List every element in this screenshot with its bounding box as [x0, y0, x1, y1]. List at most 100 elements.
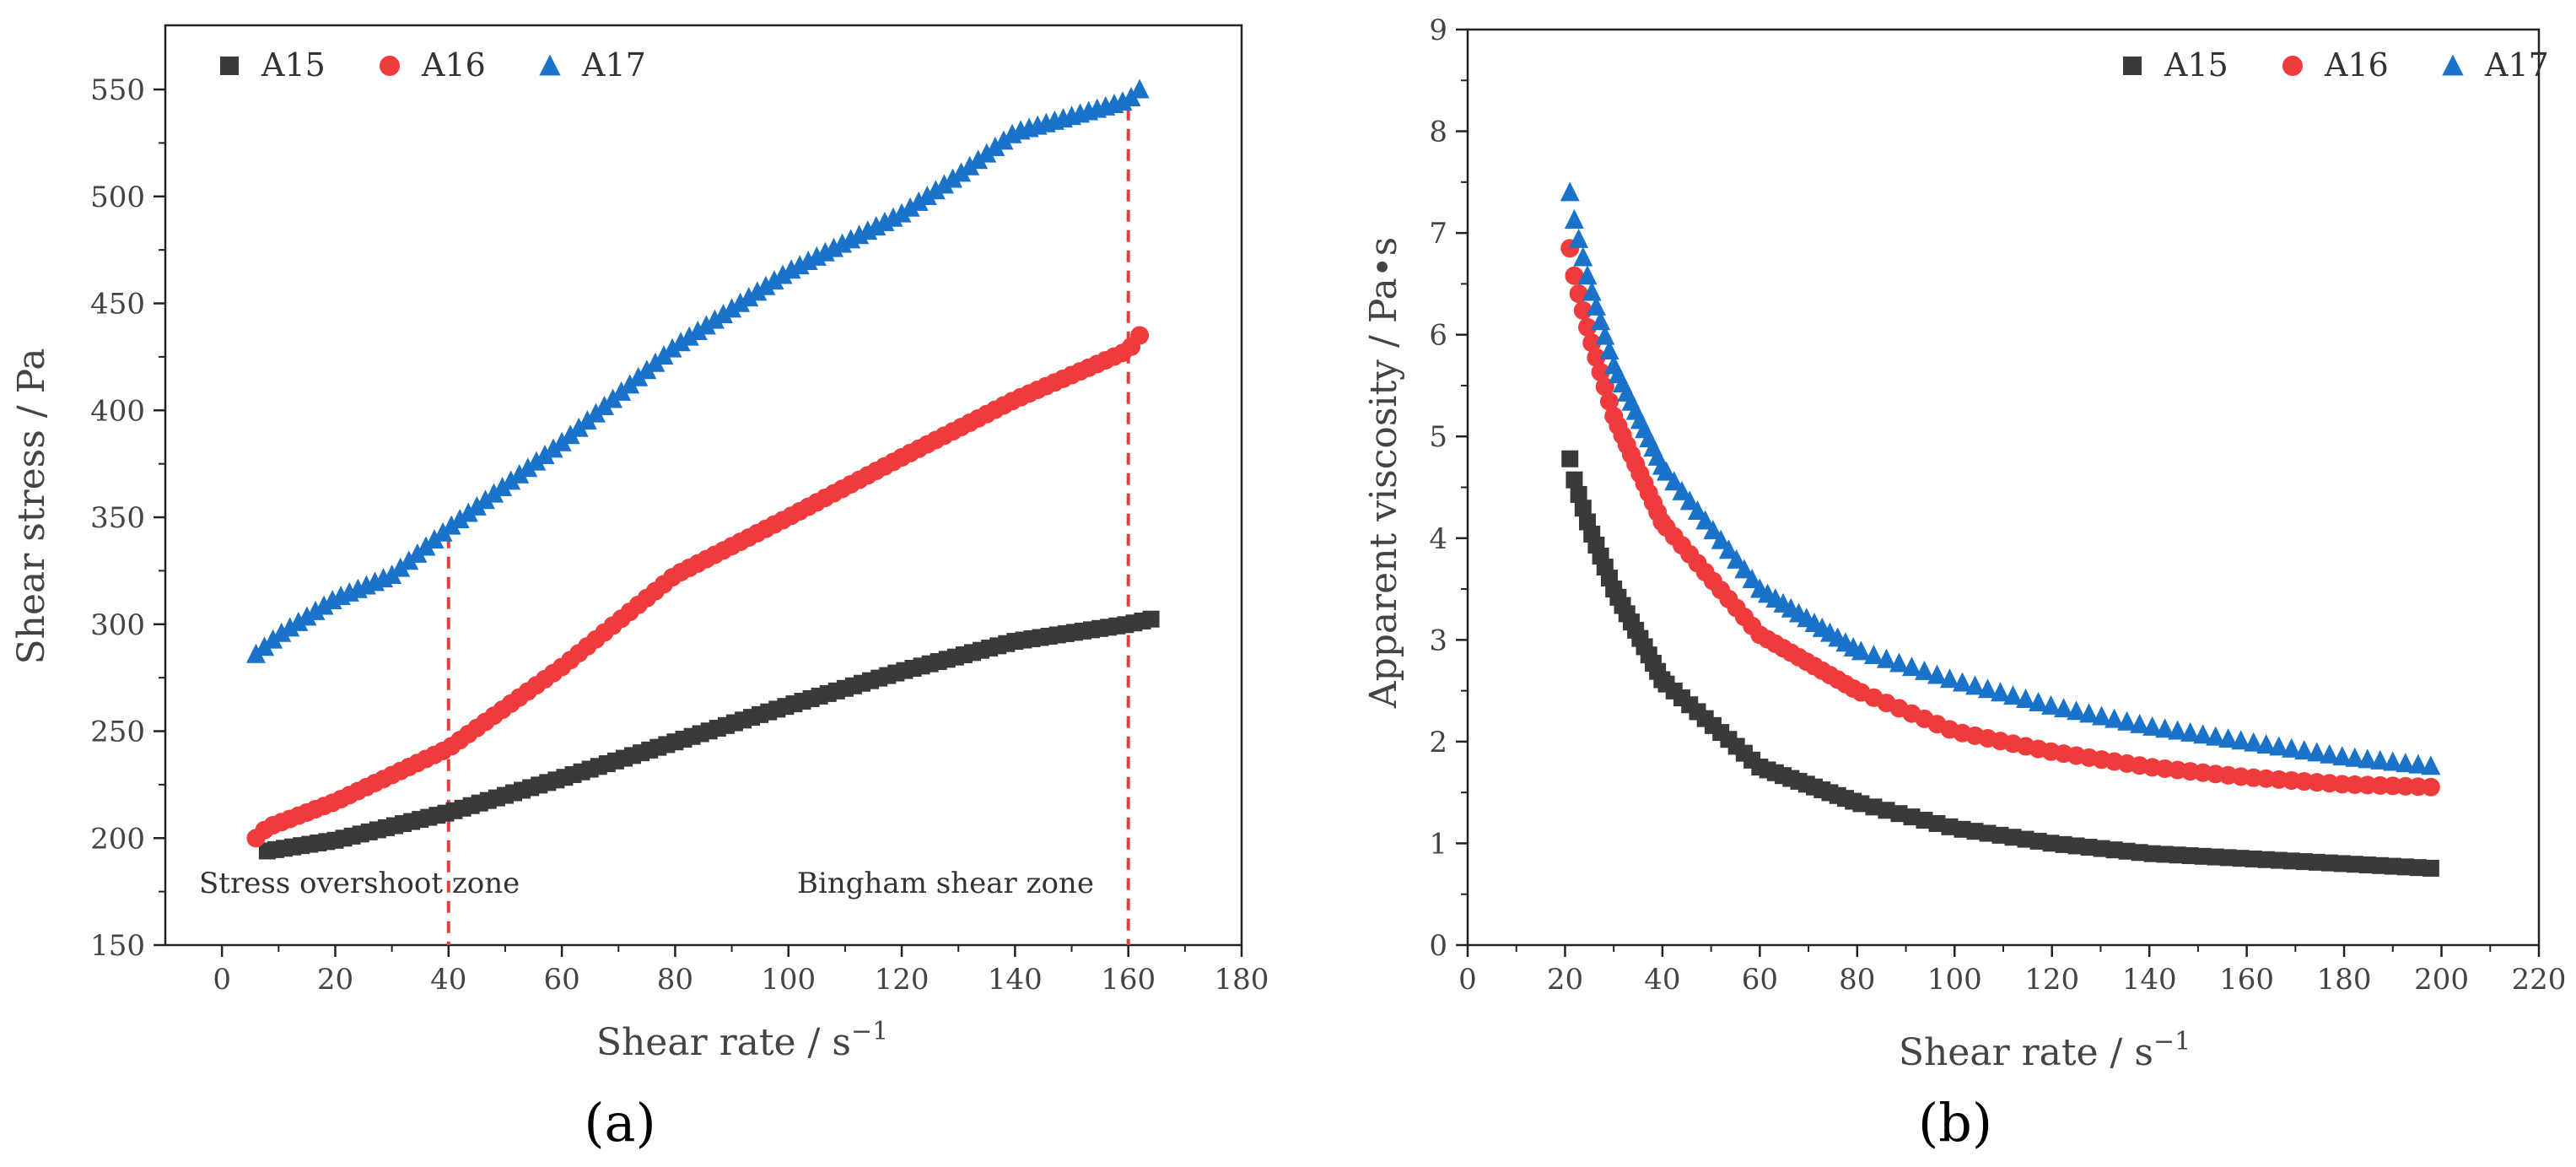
chart-b-legend-marker-A17 — [2442, 54, 2464, 76]
chart-b-point-A15 — [2080, 839, 2098, 856]
chart-b-point-A15 — [2219, 849, 2237, 867]
chart-b-point-A17 — [2016, 689, 2036, 709]
chart-b-point-A15 — [1966, 823, 1984, 840]
chart-b-point-A17 — [2079, 703, 2099, 723]
chart-b-point-A17 — [2218, 727, 2239, 748]
chart-a-xtick-label: 140 — [988, 963, 1043, 997]
chart-a-point-A17 — [603, 388, 623, 408]
chart-b-point-A15 — [1878, 802, 1895, 819]
chart-b-point-A15 — [2308, 853, 2325, 871]
chart-a-point-A17 — [280, 617, 300, 637]
chart-b-point-A15 — [2067, 837, 2085, 855]
chart-b-point-A17 — [1711, 529, 1731, 549]
chart-b: 0 20 40 60 80 100 120 140 160 180 200 220 0 1 2 3 4 5 6 7 8 9… — [1429, 14, 2566, 997]
chart-a-point-A17 — [382, 564, 402, 584]
chart-a-ytick-label: 450 — [90, 288, 145, 321]
chart-a-series-A15 — [258, 610, 1160, 860]
chart-a-point-A17 — [272, 622, 292, 642]
chart-b-point-A15 — [2270, 851, 2288, 869]
chart-b-point-A15 — [1979, 824, 1997, 842]
chart-a-point-A17 — [628, 366, 649, 386]
chart-b-point-A17 — [2092, 705, 2112, 726]
chart-b-point-A17 — [2104, 708, 2125, 728]
chart-b-point-A17 — [1718, 539, 1738, 559]
chart-a-xtick-label: 80 — [657, 963, 693, 997]
chart-a-point-A17 — [518, 457, 538, 478]
chart-b-point-A17 — [2193, 724, 2213, 744]
chart-b-point-A17 — [1978, 678, 1998, 699]
chart-a-point-A17 — [255, 636, 275, 656]
chart-a-point-A17 — [501, 470, 521, 490]
chart-a-point-A17 — [730, 292, 751, 312]
chart-a-series-A17 — [245, 78, 1150, 663]
chart-b-point-A17 — [2408, 754, 2428, 774]
chart-a-ytick-label: 200 — [90, 822, 145, 856]
chart-b-point-A17 — [2370, 749, 2390, 770]
chart-a-point-A17 — [900, 197, 920, 217]
chart-a-point-A17 — [314, 595, 334, 615]
chart-b-point-A15 — [2156, 846, 2174, 863]
chart-b-point-A17 — [2307, 742, 2327, 762]
chart-a-point-A17 — [925, 180, 946, 200]
chart-b-ytick-label: 8 — [1429, 116, 1447, 149]
chart-a-caption: (a) — [584, 1092, 655, 1153]
chart-a-ytick-label: 350 — [90, 501, 145, 535]
chart-b-point-A17 — [1991, 682, 2011, 702]
chart-b-xtick-label: 80 — [1839, 963, 1875, 997]
chart-b-point-A17 — [2345, 747, 2365, 767]
chart-b-point-A17 — [2130, 713, 2150, 733]
chart-a-legend-marker-A17 — [539, 54, 561, 76]
chart-a-point-A17 — [543, 438, 563, 458]
chart-b-point-A16 — [1587, 348, 1606, 367]
chart-a-point-A17 — [645, 352, 666, 372]
chart-b-point-A17 — [1889, 652, 1909, 673]
chart-a-xlabel-sup: −1 — [851, 1017, 888, 1046]
chart-b-point-A17 — [1742, 568, 1762, 588]
chart-a-xtick-label: 120 — [875, 963, 930, 997]
chart-a-point-A17 — [985, 136, 1005, 156]
chart-b-point-A15 — [2422, 859, 2439, 877]
chart-a-point-A17 — [917, 186, 937, 206]
chart-b-ytick-label: 1 — [1429, 827, 1447, 861]
chart-a-point-A17 — [407, 543, 428, 563]
chart-b-point-A17 — [2244, 732, 2264, 752]
chart-a-annotation-right: Bingham shear zone — [797, 867, 1094, 900]
chart-b-point-A17 — [2155, 718, 2175, 738]
chart-a-point-A17 — [671, 332, 691, 352]
chart-b-point-A17 — [1953, 672, 1973, 692]
chart-a-point-A17 — [994, 130, 1014, 150]
chart-b-point-A15 — [2232, 850, 2250, 867]
chart-b-point-A15 — [2042, 835, 2060, 852]
chart-b-legend-marker-A15 — [2123, 57, 2142, 75]
chart-a-point-A17 — [934, 174, 954, 194]
chart-b-point-A15 — [1852, 795, 1870, 813]
chart-b-xtick-label: 60 — [1742, 963, 1778, 997]
chart-a-point-A17 — [662, 338, 682, 358]
chart-a-point-A17 — [450, 509, 470, 529]
chart-b-point-A15 — [1903, 808, 1921, 826]
chart-b-point-A17 — [2421, 755, 2441, 775]
chart-a-point-A17 — [560, 424, 580, 445]
chart-b-point-A15 — [2143, 845, 2161, 862]
chart-a-point-A17 — [696, 315, 716, 335]
chart-b-xtick-label: 160 — [2219, 963, 2274, 997]
chart-b-point-A15 — [2295, 853, 2313, 871]
chart-b-xtick-label: 20 — [1547, 963, 1583, 997]
chart-b-series-A17 — [1560, 181, 2441, 775]
chart-b-point-A17 — [1734, 559, 1754, 579]
chart-a-point-A17 — [569, 417, 589, 437]
chart-b-point-A17 — [1851, 640, 1871, 661]
chart-b-point-A15 — [2118, 842, 2136, 860]
chart-b-point-A15 — [1865, 798, 1883, 816]
chart-b-point-A17 — [1672, 480, 1692, 500]
chart-a-point-A17 — [704, 309, 725, 329]
chart-b-ytick-label: 9 — [1429, 14, 1447, 47]
chart-b-point-A17 — [1664, 471, 1684, 491]
chart-b-point-A15 — [2257, 851, 2275, 868]
chart-a-point-A17 — [484, 483, 504, 503]
chart-a-series-A16 — [246, 326, 1150, 848]
chart-b-ylabel: Apparent viscosity / Pa•s — [1362, 237, 1405, 709]
chart-b-point-A15 — [2396, 858, 2414, 876]
chart-b-xtick-label: 140 — [2122, 963, 2177, 997]
chart-a-point-A17 — [654, 345, 674, 365]
